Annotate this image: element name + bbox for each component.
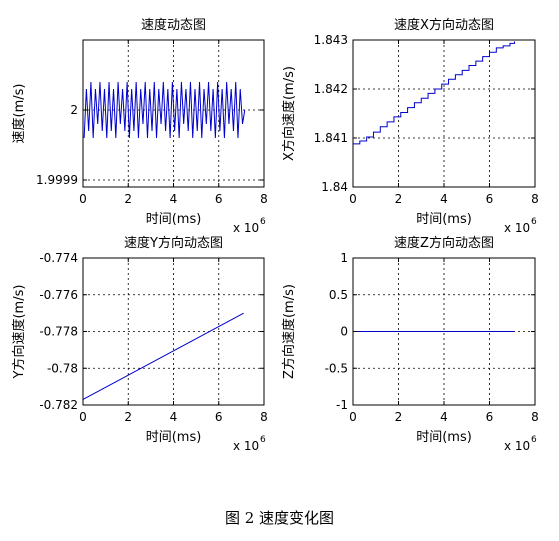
x-axis-multiplier: x 10 [233,439,259,453]
y-tick-label: -0.778 [39,325,78,339]
x-axis-multiplier-exponent: 6 [531,435,537,445]
x-tick-label: 4 [170,410,178,424]
x-tick-label: 6 [215,192,223,206]
y-tick-label: -0.78 [47,361,78,375]
chart-title: 速度Y方向动态图 [124,235,223,251]
x-tick-label: 2 [395,192,403,206]
x-tick-label: 2 [124,410,132,424]
chart-title: 速度动态图 [141,17,206,33]
chart-title: 速度Z方向动态图 [394,235,494,251]
x-axis-multiplier-exponent: 6 [260,435,266,445]
y-tick-label: -1 [336,398,348,412]
x-axis-multiplier: x 10 [233,221,259,235]
x-tick-label: 2 [124,192,132,206]
x-axis-multiplier-exponent: 6 [531,217,537,227]
x-tick-label: 0 [349,410,357,424]
plot-area [353,40,535,187]
x-tick-label: 4 [440,410,448,424]
figure-caption: 图 2 速度变化图 [224,509,335,527]
y-axis-label: 速度(m/s) [11,84,27,144]
x-axis-multiplier: x 10 [504,221,530,235]
y-axis-label: X方向速度(m/s) [281,66,297,161]
x-tick-label: 0 [79,192,87,206]
x-tick-label: 2 [395,410,403,424]
y-tick-label: -0.5 [325,361,348,375]
y-tick-label: 1.842 [314,82,348,96]
x-axis-label: 时间(ms) [146,430,202,445]
chart-panel-3: 0 2 4 6 8 -0.782 -0.78 -0.778 -0.776 -0.774 速度Y方向动… [11,235,268,453]
y-tick-label: 0 [340,325,348,339]
y-tick-label: -0.776 [39,288,78,302]
x-tick-label: 0 [79,410,87,424]
x-axis-multiplier-exponent: 6 [260,217,266,227]
x-tick-label: 8 [531,410,539,424]
y-tick-label: 1.841 [314,131,348,145]
y-tick-label: 1.84 [321,180,348,194]
x-axis-label: 时间(ms) [416,212,472,227]
x-tick-label: 6 [215,410,223,424]
y-tick-label: 1.843 [314,33,348,47]
y-tick-label: 1.9999 [36,173,78,187]
x-tick-label: 4 [440,192,448,206]
x-tick-label: 6 [486,192,494,206]
x-axis-label: 时间(ms) [416,430,472,445]
y-tick-label: -0.782 [39,398,78,412]
chart-title: 速度X方向动态图 [394,17,494,33]
x-axis-label: 时间(ms) [146,212,202,227]
y-axis-label: Z方向速度(m/s) [281,284,297,379]
y-tick-label: 0.5 [329,288,348,302]
x-tick-label: 8 [531,192,539,206]
series-line-1 [83,81,246,139]
x-tick-label: 8 [260,192,268,206]
y-axis-label: Y方向速度(m/s) [11,285,27,380]
x-tick-label: 4 [170,192,178,206]
series-line-1 [353,41,516,145]
x-tick-label: 8 [260,410,268,424]
x-tick-label: 6 [486,410,494,424]
y-tick-label: 1 [340,251,348,265]
x-tick-label: 0 [349,192,357,206]
x-axis-multiplier: x 10 [504,439,530,453]
series-line-1 [82,312,244,400]
y-tick-label: 2 [70,103,78,117]
y-tick-label: -0.774 [39,251,78,265]
